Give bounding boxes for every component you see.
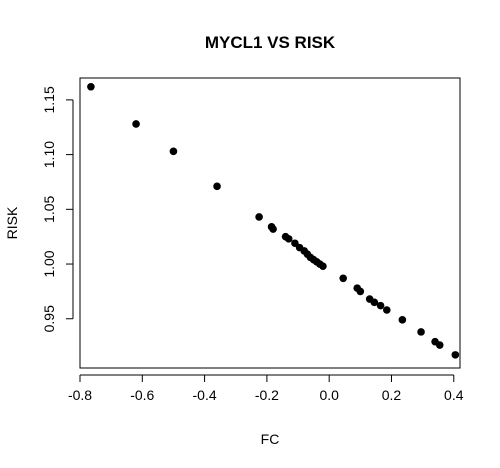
data-point [269,225,277,233]
plot-frame [79,77,461,369]
y-axis: 0.95 1.00 1.05 1.10 1.15 [41,86,74,332]
y-tick-label: 1.05 [41,195,57,222]
data-point [398,316,407,324]
data-points [87,82,460,359]
data-point [376,301,385,310]
data-point [319,262,327,271]
data-point [255,213,263,221]
data-point [284,235,293,243]
data-point [213,182,221,191]
data-point [417,328,425,336]
data-point [356,287,365,296]
y-axis-label: RISK [4,206,20,239]
x-tick-label: -0.4 [193,387,217,403]
y-tick-label: 1.10 [41,141,57,168]
data-point [435,341,444,349]
y-tick-label: 0.95 [41,305,57,332]
x-axis-label: FC [261,431,280,447]
data-point [451,351,460,359]
x-tick-label: -0.6 [130,387,154,403]
data-point [132,120,140,128]
y-tick-label: 1.15 [41,86,57,113]
data-point [169,147,178,156]
data-point [339,274,347,283]
x-tick-label: -0.8 [68,387,92,403]
x-tick-label: 0.0 [319,387,339,403]
data-point [87,82,95,91]
x-tick-label: -0.2 [255,387,279,403]
y-tick-label: 1.00 [41,250,57,277]
x-tick-label: 0.4 [444,387,464,403]
data-point [370,298,379,307]
chart-title: MYCL1 VS RISK [205,33,336,52]
x-axis: -0.8 -0.6 -0.4 -0.2 0.0 0.2 0.4 [68,374,464,403]
data-point [383,306,391,314]
x-tick-label: 0.2 [382,387,402,403]
